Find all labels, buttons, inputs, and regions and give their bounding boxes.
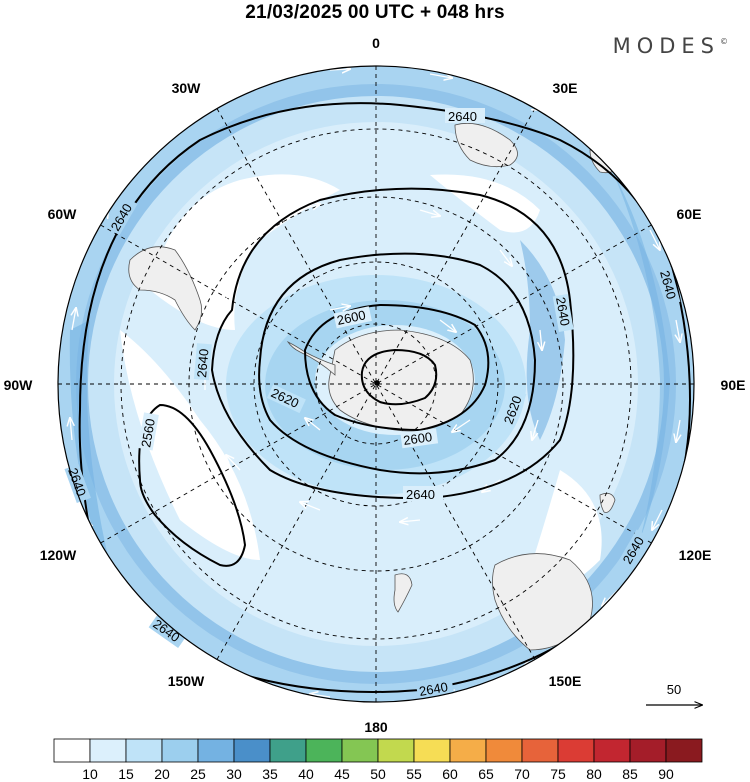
contour-label: 2560	[138, 417, 158, 448]
colorbar-swatch	[89, 738, 127, 763]
contour-label: 2640	[657, 269, 679, 301]
colorbar-tick-label: 50	[370, 766, 386, 782]
madagascar-landmass	[599, 492, 616, 513]
colorbar-swatch	[485, 738, 523, 763]
colorbar-swatch	[161, 738, 199, 763]
colorbar-tick-label: 55	[406, 766, 422, 782]
colorbar-swatch	[593, 738, 631, 763]
colorbar-tick-label: 40	[298, 766, 314, 782]
longitude-label: 150E	[549, 673, 582, 689]
longitude-label: 30E	[553, 80, 578, 96]
colorbar-tick-label: 75	[550, 766, 566, 782]
contour-2620	[258, 252, 537, 475]
africa-landmass	[454, 122, 518, 168]
contour-label: 2640	[406, 487, 435, 502]
contour-label: 2640	[553, 296, 573, 327]
colorbar-swatch	[557, 738, 595, 763]
colorbar-swatch	[665, 738, 703, 763]
colorbar-swatch	[449, 738, 487, 763]
map-border	[57, 65, 695, 703]
colorbar-tick-label: 35	[262, 766, 278, 782]
colorbar-swatch	[521, 738, 559, 763]
contour-label: 2600	[402, 429, 433, 448]
colorbar-tick-label: 90	[658, 766, 674, 782]
reference-vector-label: 50	[667, 682, 681, 697]
colorbar-tick-label: 30	[226, 766, 242, 782]
longitude-label: 90E	[721, 377, 746, 393]
contour-label: 2640	[194, 348, 211, 378]
colorbar-tick-label: 20	[154, 766, 170, 782]
copyright-mark: ©	[720, 37, 728, 46]
colorbar-tick-label: 85	[622, 766, 638, 782]
contour-label: 2640	[418, 679, 449, 699]
longitude-label: 150W	[168, 673, 205, 689]
colorbar-swatch	[341, 738, 379, 763]
longitude-label: 90W	[4, 377, 34, 393]
longitude-labels: 0 30E 60E 90E 120E 150E 180 150W 120W 90…	[4, 35, 746, 735]
colorbar-tick-label: 60	[442, 766, 458, 782]
graticule	[58, 66, 694, 702]
colorbar-tick-label: 15	[118, 766, 134, 782]
colorbar-tick-label: 70	[514, 766, 530, 782]
brand-name: MODES	[612, 34, 720, 58]
colorbar-swatch	[629, 738, 667, 763]
colorbar-swatch	[377, 738, 415, 763]
longitude-label: 120E	[679, 547, 712, 563]
colorbar: 10 15 20 25 30 35 40 45 50 55 60 65 70 75 80 85 90	[53, 738, 703, 782]
colorbar-swatch	[233, 738, 271, 763]
colorbar-swatch	[269, 738, 307, 763]
longitude-label: 0	[372, 35, 380, 51]
reference-vector: 50	[646, 682, 702, 705]
longitude-label: 120W	[40, 547, 77, 563]
contour-2560	[138, 403, 247, 567]
contour-2600	[303, 303, 490, 432]
longitude-label: 180	[364, 719, 388, 735]
pole-marker	[374, 380, 380, 386]
colorbar-tick-label: 10	[82, 766, 98, 782]
longitude-label: 60E	[677, 206, 702, 222]
south-america-landmass	[128, 246, 203, 331]
land-masses	[128, 122, 626, 651]
contour-label: 2640	[448, 109, 477, 124]
contour-2640-inner	[210, 187, 575, 500]
colorbar-swatch	[125, 738, 163, 763]
antarctica-landmass	[328, 329, 474, 432]
longitude-label: 60W	[48, 206, 78, 222]
colorbar-tick-label: 45	[334, 766, 350, 782]
colorbar-tick-label: 80	[586, 766, 602, 782]
colorbar-swatch	[197, 738, 235, 763]
colorbar-tick-label: 65	[478, 766, 494, 782]
modes-logo: MODES©	[613, 34, 728, 58]
colorbar-swatch	[53, 738, 91, 763]
colorbar-tick-label: 25	[190, 766, 206, 782]
contour-labels: 2640 2640 2640 2640 2640 2640 2640 2640 …	[64, 108, 681, 700]
new-zealand-landmass	[393, 573, 413, 613]
colorbar-swatch	[305, 738, 343, 763]
colorbar-swatch	[413, 738, 451, 763]
map-title: 21/03/2025 00 UTC + 048 hrs	[245, 2, 505, 23]
contour-low-centre	[360, 348, 438, 406]
antarctic-peninsula	[286, 340, 336, 376]
longitude-label: 30W	[172, 80, 202, 96]
contour-label: 2600	[336, 307, 367, 328]
